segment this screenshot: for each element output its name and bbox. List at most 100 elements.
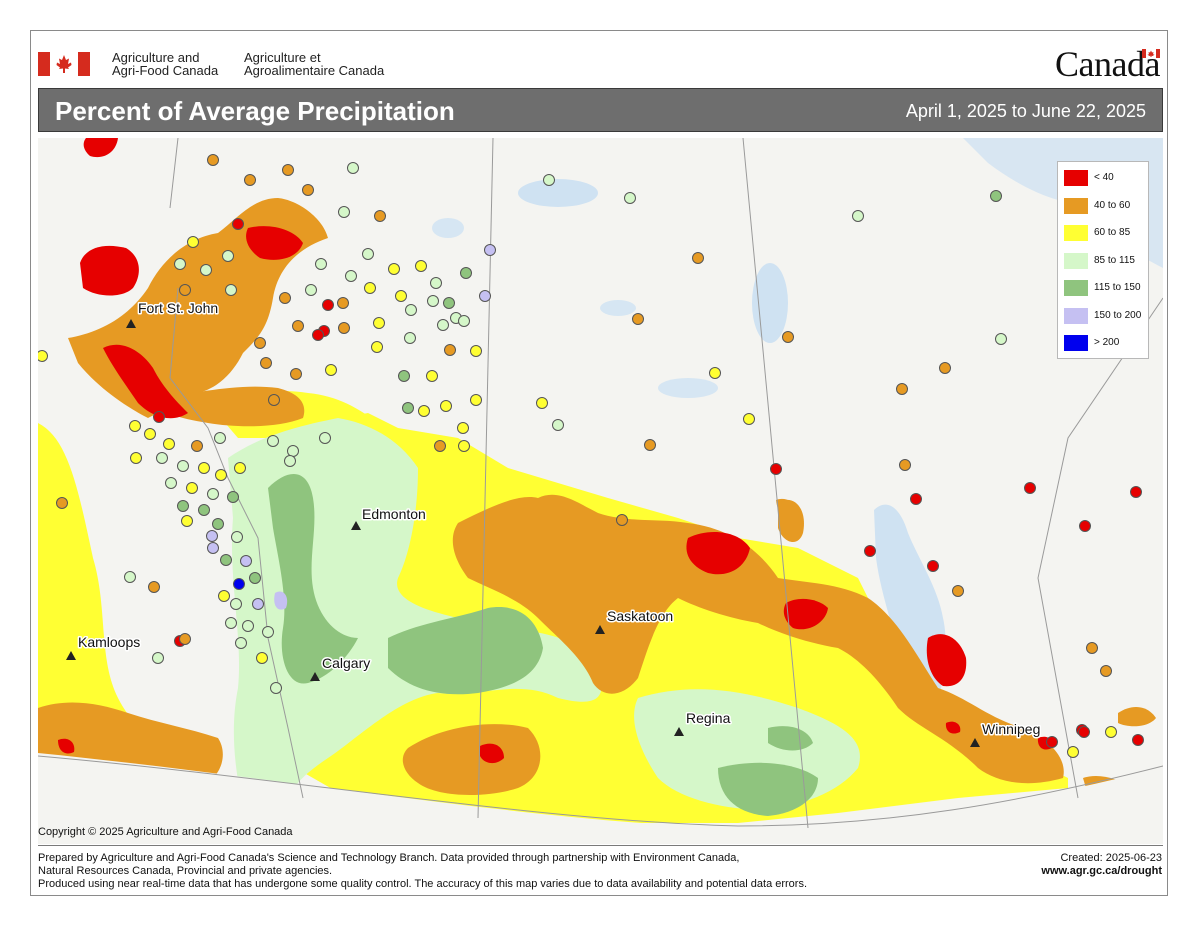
- station-marker: [990, 190, 1002, 202]
- station-marker: [225, 617, 237, 629]
- footer-line1: Prepared by Agriculture and Agri-Food Ca…: [38, 852, 740, 864]
- station-marker: [395, 290, 407, 302]
- city-label: Saskatoon: [607, 608, 673, 624]
- station-marker: [256, 652, 268, 664]
- station-marker: [319, 432, 331, 444]
- station-marker: [338, 322, 350, 334]
- station-marker: [415, 260, 427, 272]
- department-french-line2: Agroalimentaire Canada: [244, 63, 385, 78]
- station-marker: [426, 370, 438, 382]
- zone-below-40: [686, 532, 750, 575]
- lake-water: [432, 218, 464, 238]
- station-marker: [315, 258, 327, 270]
- footer-divider: [38, 845, 1163, 846]
- station-marker: [233, 578, 245, 590]
- station-marker: [234, 462, 246, 474]
- station-marker: [174, 258, 186, 270]
- city-edmonton: Edmonton: [351, 505, 427, 530]
- lake-water: [752, 263, 788, 343]
- station-marker: [215, 469, 227, 481]
- station-marker: [231, 531, 243, 543]
- station-marker: [187, 236, 199, 248]
- station-marker: [743, 413, 755, 425]
- city-regina: Regina: [674, 709, 732, 736]
- station-marker: [1086, 642, 1098, 654]
- station-marker: [1067, 746, 1079, 758]
- station-marker: [910, 493, 922, 505]
- station-marker: [153, 411, 165, 423]
- station-marker: [181, 515, 193, 527]
- station-marker: [896, 383, 908, 395]
- legend-swatch: [1064, 253, 1088, 269]
- legend-label: 40 to 60: [1094, 200, 1131, 211]
- station-marker: [198, 462, 210, 474]
- map-legend: < 40 40 to 60 60 to 85 85 to 115 115 to …: [1057, 161, 1149, 359]
- station-marker: [1046, 736, 1058, 748]
- city-label: Edmonton: [362, 506, 426, 522]
- zone-40-to-60: [1118, 706, 1156, 727]
- station-marker: [347, 162, 359, 174]
- zone-below-40: [945, 721, 961, 734]
- city-label: Winnipeg: [982, 721, 1040, 737]
- station-marker: [220, 554, 232, 566]
- station-marker: [402, 402, 414, 414]
- station-marker: [207, 488, 219, 500]
- station-marker: [270, 682, 282, 694]
- station-marker: [268, 394, 280, 406]
- department-name-english: Agriculture and Agri-Food Canada: [112, 51, 218, 77]
- station-marker: [254, 337, 266, 349]
- station-marker: [260, 357, 272, 369]
- sask-manitoba-border: [742, 138, 809, 829]
- station-marker: [536, 397, 548, 409]
- zone-40-to-60: [452, 494, 1064, 784]
- station-marker: [770, 463, 782, 475]
- station-marker: [543, 174, 555, 186]
- station-marker: [179, 284, 191, 296]
- zone-115-to-150: [388, 607, 543, 695]
- department-english-line2: Agri-Food Canada: [112, 63, 219, 78]
- station-marker: [899, 459, 911, 471]
- station-marker: [405, 304, 417, 316]
- legend-swatch: [1064, 335, 1088, 351]
- legend-label: 150 to 200: [1094, 310, 1142, 321]
- footer-line3: Produced using near real-time data that …: [38, 878, 808, 890]
- station-marker: [177, 460, 189, 472]
- station-marker: [165, 477, 177, 489]
- station-marker: [287, 445, 299, 457]
- station-marker: [1100, 665, 1112, 677]
- station-marker: [418, 405, 430, 417]
- drought-url-link[interactable]: www.agr.gc.ca/drought: [1041, 865, 1162, 877]
- station-marker: [279, 292, 291, 304]
- footer-notes: Prepared by Agriculture and Agri-Food Ca…: [38, 852, 807, 891]
- station-marker: [322, 299, 334, 311]
- station-marker: [434, 440, 446, 452]
- station-marker: [232, 218, 244, 230]
- station-marker: [470, 345, 482, 357]
- station-marker: [1079, 520, 1091, 532]
- station-marker: [124, 571, 136, 583]
- station-marker: [1132, 734, 1144, 746]
- zone-60-to-85: [268, 413, 1068, 823]
- station-marker: [398, 370, 410, 382]
- city-label: Kamloops: [78, 634, 140, 650]
- station-marker: [144, 428, 156, 440]
- station-marker: [325, 364, 337, 376]
- station-marker: [444, 344, 456, 356]
- station-marker: [852, 210, 864, 222]
- station-marker: [927, 560, 939, 572]
- canada-flag-icon: [38, 52, 90, 76]
- city-winnipeg: Winnipeg: [970, 720, 1042, 747]
- zone-115-to-150: [718, 762, 818, 816]
- station-marker: [782, 331, 794, 343]
- station-marker: [458, 315, 470, 327]
- legend-swatch: [1064, 225, 1088, 241]
- station-marker: [479, 290, 491, 302]
- station-marker: [1078, 726, 1090, 738]
- precipitation-map[interactable]: Fort St. John Edmonton Kamloops Calgary …: [38, 138, 1163, 844]
- legend-label: > 200: [1094, 337, 1120, 348]
- lake-athabasca-water: [518, 179, 598, 207]
- station-marker: [430, 277, 442, 289]
- station-marker: [632, 313, 644, 325]
- station-markers: [38, 154, 1144, 758]
- legend-label: 115 to 150: [1094, 282, 1141, 293]
